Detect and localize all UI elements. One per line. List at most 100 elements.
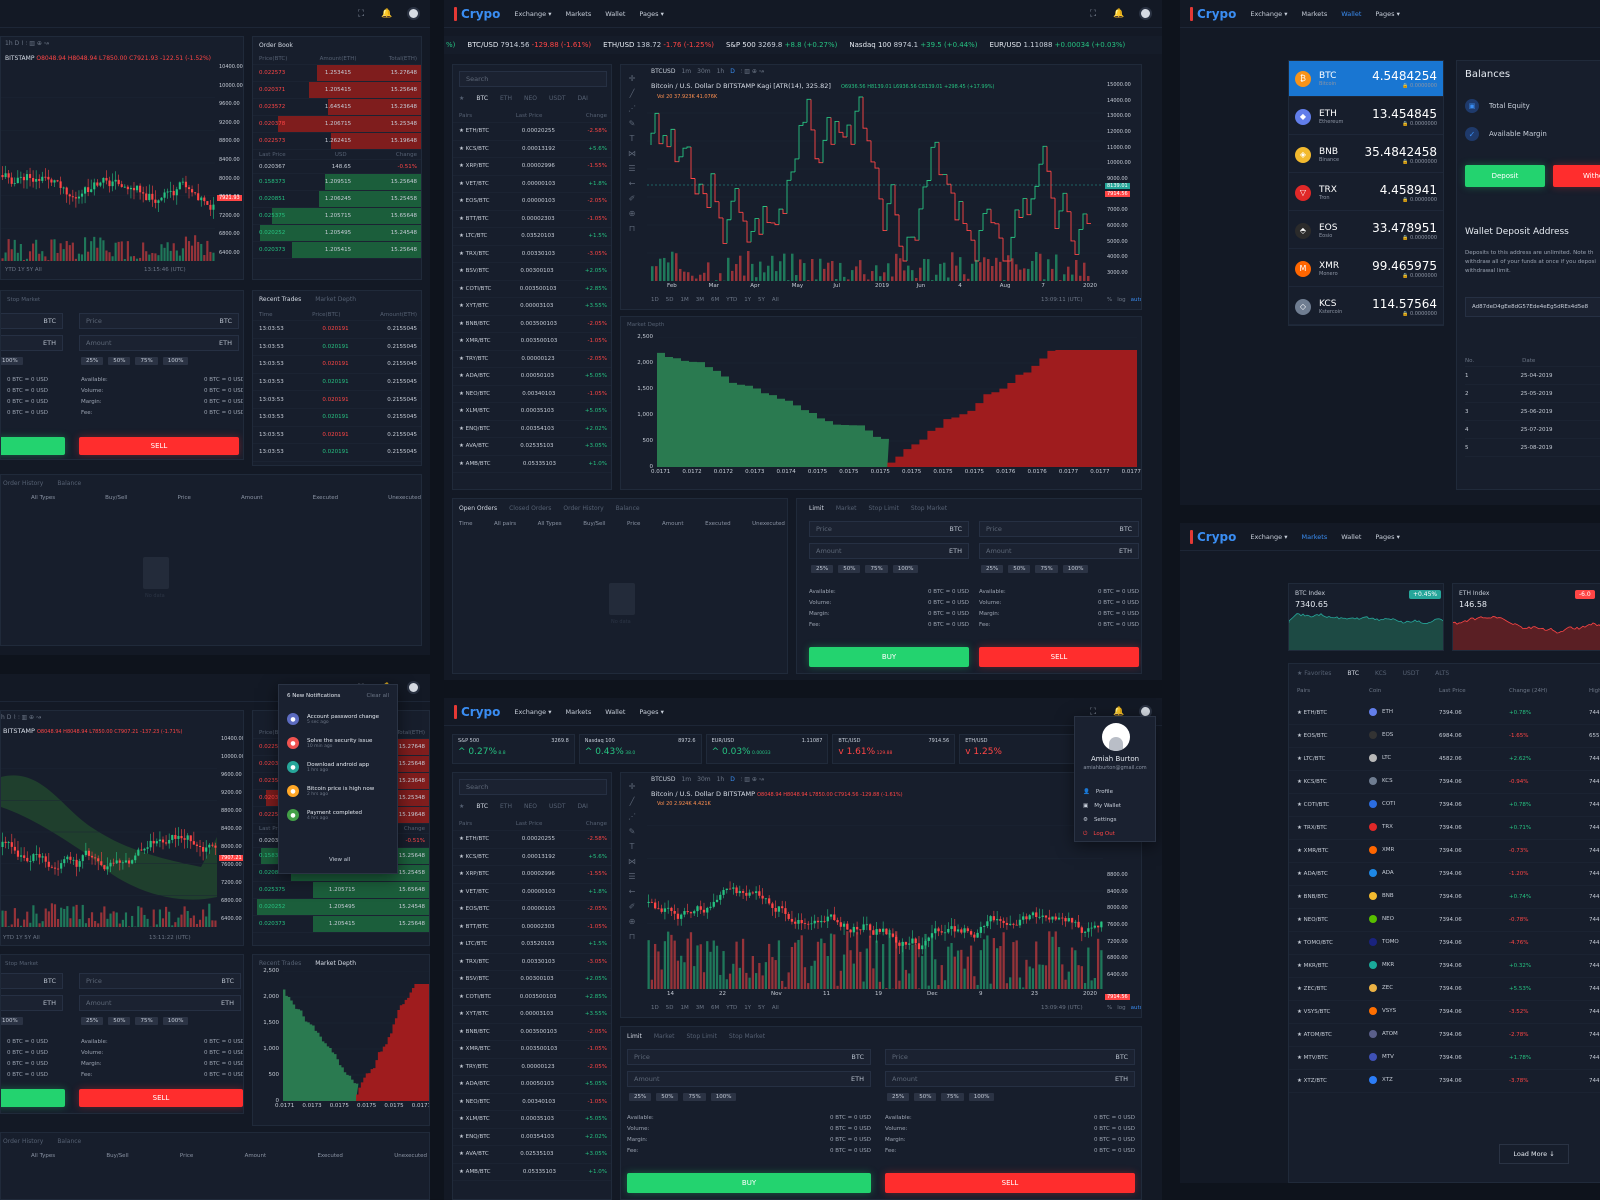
pair-row[interactable]: ★ ADA/BTC 0.00050103 +5.05% [453, 1076, 611, 1094]
pair-row[interactable]: ★ EOS/BTC 0.00000103 -2.05% [453, 901, 611, 919]
market-row[interactable]: ★ ADA/BTC ADA 7394.06 -1.20% 744 [1289, 863, 1600, 886]
pct-buttons-sell[interactable]: 25% 50% 75% 100% [81, 1017, 189, 1025]
pair-row[interactable]: ★ XLM/BTC 0.00035103 +5.05% [453, 403, 611, 421]
pair-row[interactable]: ★ XRP/BTC 0.00002996 -1.55% [453, 866, 611, 884]
notification-item[interactable]: ● Payment completed 4 hrs ago [279, 803, 399, 827]
pair-row[interactable]: ★ XRP/BTC 0.00002996 -1.55% [453, 158, 611, 176]
market-row[interactable]: ★ ZEC/BTC ZEC 7394.06 +5.53% 744 [1289, 978, 1600, 1001]
ticker-item[interactable]: EUR/USD 1.11088 +0.00034 (+0.03%) [990, 41, 1126, 49]
profile-menu-item[interactable]: ⚙ Settings [1083, 813, 1153, 827]
range-all[interactable]: All [771, 1005, 779, 1011]
bell-icon[interactable]: 🔔 [1113, 8, 1125, 19]
index-card[interactable]: BTC/USD 7914.56 v 1.61% 129.88 [832, 734, 956, 764]
range-1d[interactable]: 1D [651, 1005, 659, 1011]
tab-stop-limit[interactable]: Stop Limit [686, 1033, 717, 1040]
market-row[interactable]: ★ XMR/BTC XMR 7394.06 -0.73% 744 [1289, 840, 1600, 863]
avatar[interactable] [407, 7, 420, 20]
tab-recent-trades[interactable]: Recent Trades [259, 960, 302, 967]
tab-btc[interactable]: BTC [476, 95, 489, 102]
pair-row[interactable]: ★ VET/BTC 0.00000103 +1.8% [453, 176, 611, 193]
price-input-buy[interactable]: BTC [1, 313, 63, 329]
range-6m[interactable]: 6M [710, 1005, 720, 1011]
nav-pages[interactable]: Pages ▾ [1375, 9, 1400, 18]
pair-row[interactable]: ★ KCS/BTC 0.00013192 +5.6% [453, 849, 611, 866]
amount-input-sell[interactable]: Amount ETH [979, 543, 1139, 559]
sell-button[interactable]: SELL [79, 437, 239, 455]
pair-row[interactable]: ★ XLM/BTC 0.00035103 +5.05% [453, 1111, 611, 1129]
tab-btc[interactable]: BTC [1347, 670, 1360, 677]
market-row[interactable]: ★ TRX/BTC TRX 7394.06 +0.71% 744 [1289, 817, 1600, 840]
buy-button[interactable]: BUY [627, 1173, 871, 1193]
pair-row[interactable]: ★ BTT/BTC 0.00002303 -1.05% [453, 919, 611, 936]
coin-row[interactable]: ◇ KCS Kstercoin 114.57564 🔒 0.0000000 [1289, 289, 1443, 325]
pct-buttons-sell[interactable]: 25% 50% 75% 100% [81, 357, 189, 365]
fullscreen-icon[interactable]: ⛶ [1089, 8, 1097, 19]
ticker-item[interactable]: ETH/USD 138.72 -1.76 (-1.25%) [603, 41, 714, 49]
pair-row[interactable]: ★ COTI/BTC 0.003500103 +2.85% [453, 281, 611, 298]
range-5y[interactable]: 5Y [758, 1005, 765, 1011]
pct-buttons-buy[interactable]: 100% [1, 1017, 23, 1025]
market-row[interactable]: ★ VSYS/BTC VSYS 7394.06 -3.52% 744 [1289, 1001, 1600, 1024]
range-3m[interactable]: 3M [695, 1005, 704, 1011]
pct-buttons-sell[interactable]: 25% 50% 75% 100% [981, 565, 1089, 573]
tab-open-orders[interactable]: Open Orders [459, 505, 498, 512]
amount-input-buy[interactable]: ETH [1, 995, 63, 1011]
scale-options[interactable]: % log auto [1107, 1005, 1142, 1011]
drawing-tools[interactable]: ✛ ╱ ⋰ ✎ T ⋈ ☰ ← ✐ ⊕ ⊓ [628, 782, 636, 941]
index-card[interactable]: ETH/USD v 1.25% [959, 734, 1082, 764]
market-row[interactable]: ★ BNB/BTC BNB 7394.06 +0.74% 744 [1289, 886, 1600, 909]
buy-button[interactable] [1, 1089, 65, 1107]
range-1m[interactable]: 1M [680, 297, 689, 303]
price-input-buy[interactable]: BTC [1, 973, 63, 989]
pair-row[interactable]: ★ AVA/BTC 0.02535103 +3.05% [453, 438, 611, 456]
market-row[interactable]: ★ MTV/BTC MTV 7394.06 +1.78% 744 [1289, 1047, 1600, 1070]
tab-dai[interactable]: DAI [577, 95, 588, 102]
price-input-sell[interactable]: Price BTC [79, 973, 241, 989]
coin-row[interactable]: ▽ TRX Tron 4.458941 🔒 0.0000000 [1289, 175, 1443, 211]
tab-order-history[interactable]: Order History [563, 505, 604, 512]
bell-icon[interactable]: 🔔 [1113, 706, 1125, 717]
tab-usdt[interactable]: USDT [549, 803, 566, 810]
range-ytd[interactable]: YTD [726, 297, 738, 303]
tab-order-history[interactable]: Order History [3, 480, 44, 487]
nav-markets[interactable]: Markets [1301, 9, 1328, 18]
pair-row[interactable]: ★ AMB/BTC 0.05335103 +1.0% [453, 456, 611, 473]
tab-market[interactable]: Market [653, 1033, 675, 1040]
nav-wallet[interactable]: Wallet [1341, 532, 1362, 541]
pair-row[interactable]: ★ TRY/BTC 0.00000123 -2.05% [453, 1059, 611, 1076]
notification-item[interactable]: ● Download android app 1 hrs ago [279, 755, 399, 779]
nav-wallet[interactable]: Wallet [605, 9, 626, 18]
pair-row[interactable]: ★ XMR/BTC 0.003500103 -1.05% [453, 333, 611, 351]
index-card[interactable]: Nasdaq 100 8972.6 ^ 0.43% 38.0 [578, 734, 702, 764]
market-row[interactable]: ★ TOMO/BTC TOMO 7394.06 -4.76% 744 [1289, 932, 1600, 955]
price-input-sell[interactable]: Price BTC [79, 313, 239, 329]
range-all[interactable]: All [771, 297, 779, 303]
pair-row[interactable]: ★ ADA/BTC 0.00050103 +5.05% [453, 368, 611, 386]
stop-market-tab[interactable]: Stop Market [7, 297, 41, 303]
market-row[interactable]: ★ ETH/BTC ETH 7394.06 +0.78% 744 [1289, 702, 1600, 725]
tab-eth[interactable]: ETH [500, 95, 512, 102]
pair-row[interactable]: ★ BNB/BTC 0.003500103 -2.05% [453, 1024, 611, 1041]
tab-stop-limit[interactable]: Stop Limit [868, 505, 899, 512]
tab-usdt[interactable]: USDT [549, 95, 566, 102]
drawing-tools[interactable]: ✛ ╱ ⋰ ✎ T ⋈ ☰ ← ✐ ⊕ ⊓ [628, 74, 636, 233]
range-1m[interactable]: 1M [680, 1005, 689, 1011]
deposit-button[interactable]: Deposit [1465, 165, 1545, 187]
nav-exchange[interactable]: Exchange ▾ [1250, 532, 1288, 541]
nav-markets[interactable]: Markets [1301, 532, 1328, 541]
tab-alts[interactable]: ALTS [1435, 670, 1450, 677]
price-input-buy[interactable]: Price BTC [809, 521, 969, 537]
pair-row[interactable]: ★ TRX/BTC 0.00330103 -3.05% [453, 246, 611, 263]
coin-row[interactable]: ⬘ EOS Eosio 33.478951 🔒 0.0000000 [1289, 213, 1443, 249]
pct-buttons-buy[interactable]: 25% 50% 75% 100% [811, 565, 919, 573]
pair-row[interactable]: ★ LTC/BTC 0.03520103 +1.5% [453, 936, 611, 954]
